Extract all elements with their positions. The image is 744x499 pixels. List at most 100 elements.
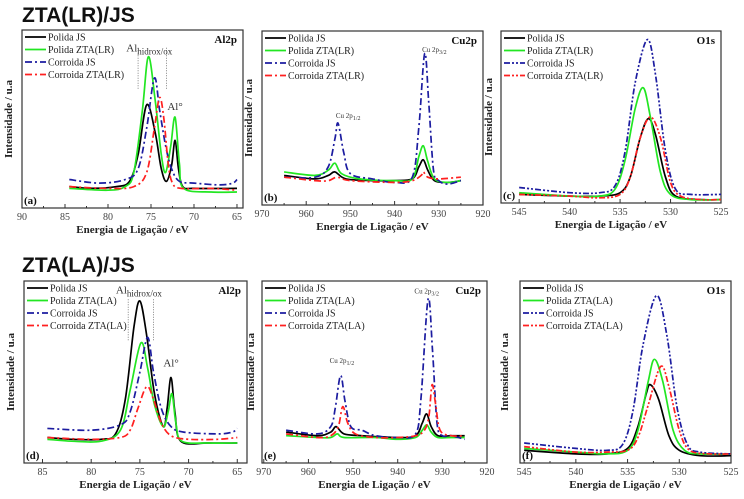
plot-frame [500,30,722,204]
peak-annotation-subscript: hidrox/ox [127,289,162,299]
x-tick-label: 970 [256,467,271,478]
x-tick-label: 85 [60,212,70,223]
x-tick-label: 75 [146,212,156,223]
x-tick-label: 80 [86,467,96,478]
legend-label: Corroida JS [50,309,98,320]
series-line-corroida-zta-lr- [284,171,461,184]
legend-label: Corroida JS [288,309,336,320]
legend-label: Corroida ZTA(LR) [288,71,364,82]
series-line-corroida-zta-lr- [69,96,238,192]
series-line-corroida-js [519,38,722,196]
x-tick-label: 930 [431,209,446,220]
x-tick-label: 540 [562,207,577,218]
panel-b: 970 960 950 940 930 920 Energia de Ligação / e… [243,30,491,233]
legend-label: Polida ZTA(LR) [48,45,114,56]
y-axis-label: Intensidade / u.a [243,79,255,157]
group-title-lr: ZTA(LR)/JS [22,4,135,27]
element-label: Al2p [214,34,237,46]
element-label: O1s [697,35,716,47]
x-tick-label: 65 [232,467,242,478]
peak-annotation: Cu 2p3/2 [414,288,439,298]
legend-label: Corroida JS [48,58,96,69]
x-tick-label: 940 [390,467,405,478]
x-tick-label: 530 [663,207,678,218]
panel-d: 85 80 75 70 65 Energia de Ligação / eV Intensi… [5,280,248,491]
panel-c: 545 540 535 530 525 Energia de Ligação / eV In… [483,30,729,231]
y-axis-label: Intensidade / u.a [483,78,495,156]
series-line-corroida-js [286,297,465,441]
plot-frame [261,280,488,464]
legend-label: Polida JS [50,284,88,295]
legend-label: Polida ZTA(LR) [527,46,593,57]
y-axis-label: Intensidade / u.a [3,80,15,158]
x-axis-label: Energia de Ligação / eV [316,221,428,233]
x-tick-label: 545 [517,467,532,478]
peak-annotation-subscript: hidrox/ox [137,46,172,56]
series-line-corroida-js [524,294,732,455]
series-line-polida-js [69,103,238,190]
x-tick-label: 535 [620,467,635,478]
legend-label: Polida ZTA(LA) [50,296,117,307]
x-axis-label: Energia de Ligação / eV [79,479,191,491]
peak-annotation: Cu 2p1/2 [336,112,361,122]
panel-f: 545 540 535 530 525 Energia de Ligação / eV In… [499,280,739,491]
legend-label: Polida JS [546,284,584,295]
x-tick-label: 950 [346,467,361,478]
x-tick-label: 65 [232,212,242,223]
series-line-polida-zta-lr- [519,86,722,201]
plot-frame [23,280,248,464]
series-line-polida-zta-la- [524,358,732,456]
legend-label: Polida JS [288,284,326,295]
series-line-polida-zta-la- [286,423,465,441]
group-title-la: ZTA(LA)/JS [22,254,135,277]
panel-e: 970 960 950 940 930 920 Energia de Ligação / e… [245,280,495,491]
legend-label: Polida ZTA(LR) [288,46,354,57]
peak-annotation-subscript: 1/2 [347,361,355,367]
peak-annotation: Alhidrox/ox [126,42,172,56]
peak-annotation: Cu 2p1/2 [330,357,355,367]
x-tick-label: 920 [476,209,491,220]
x-tick-label: 920 [480,467,495,478]
panel-a: 90 85 80 75 70 65 Energia de Ligação / eV Inten… [3,29,244,236]
x-tick-label: 70 [184,467,194,478]
peak-annotation: Al° [163,358,178,370]
legend-label: Polida JS [48,33,86,44]
x-tick-label: 960 [301,467,316,478]
x-axis-label: Energia de Ligação / eV [555,219,667,231]
x-axis-label: Energia de Ligação / eV [318,479,430,491]
x-tick-label: 545 [512,207,527,218]
peak-annotation-subscript: 1/2 [353,116,361,122]
x-tick-label: 940 [387,209,402,220]
peak-annotation: Alhidrox/ox [116,285,162,299]
series-line-polida-js [524,383,732,457]
y-axis-label: Intensidade / u.a [499,333,511,411]
legend-label: Corroida ZTA(LR) [48,70,124,81]
x-axis-label: Energia de Ligação / eV [76,224,188,236]
plot-frame [519,280,732,464]
panel-label: (c) [503,190,516,202]
panel-label: (b) [264,192,278,204]
x-tick-label: 85 [38,467,48,478]
x-tick-label: 535 [613,207,628,218]
series-line-corroida-zta-la- [286,383,465,439]
series-line-corroida-zta-la- [47,385,238,441]
x-tick-label: 70 [189,212,199,223]
plot-frame [21,29,244,209]
legend-label: Corroida ZTA(LA) [546,321,623,332]
y-axis-label: Intensidade / u.a [5,333,17,411]
legend-label: Corroida ZTA(LA) [288,321,365,332]
x-tick-label: 525 [724,467,739,478]
series-line-polida-zta-lr- [69,55,238,194]
series-line-polida-js [519,117,722,201]
series-line-corroida-zta-la- [524,365,732,456]
panel-label: (a) [24,195,37,207]
panel-label: (d) [26,450,40,462]
panel-label: (f) [522,450,533,462]
x-tick-label: 90 [17,212,27,223]
x-tick-label: 970 [255,209,270,220]
y-axis-label: Intensidade / u.a [245,333,257,411]
legend-label: Polida ZTA(LA) [288,296,355,307]
peak-annotation-subscript: 3/2 [431,292,439,298]
legend-label: Polida JS [288,34,326,45]
legend-label: Corroida JS [288,59,336,70]
